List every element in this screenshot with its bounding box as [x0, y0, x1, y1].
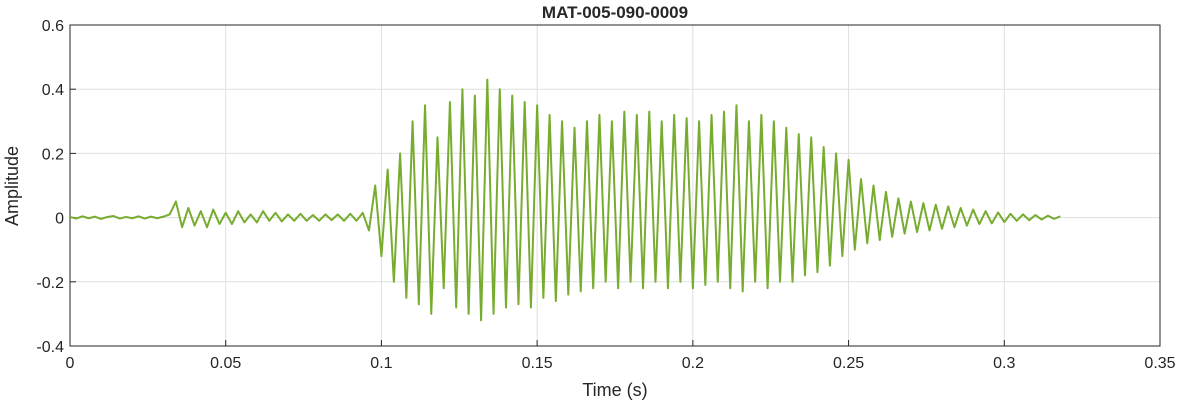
x-tick-label: 0.1	[370, 355, 392, 372]
x-tick-label: 0.25	[833, 355, 864, 372]
x-tick-label: 0	[66, 355, 75, 372]
plot-frame	[69, 24, 1161, 347]
x-tick-label: 0.3	[993, 355, 1015, 372]
x-axis-label: Time (s)	[582, 380, 647, 400]
y-tick-label: -0.2	[36, 275, 64, 292]
x-tick-label: 0.2	[682, 355, 704, 372]
chart-title: MAT-005-090-0009	[542, 3, 688, 22]
x-tick-label: 0.05	[210, 355, 241, 372]
x-tick-label: 0.15	[522, 355, 553, 372]
x-tick-label: 0.35	[1144, 355, 1175, 372]
y-tick-label: 0.6	[42, 18, 64, 35]
y-tick-label: 0	[55, 211, 64, 228]
waveform-line	[69, 78, 1061, 322]
y-axis-label: Amplitude	[2, 146, 22, 226]
y-tick-label: 0.2	[42, 146, 64, 163]
y-tick-label: -0.4	[36, 339, 64, 356]
y-tick-label: 0.4	[42, 82, 64, 99]
